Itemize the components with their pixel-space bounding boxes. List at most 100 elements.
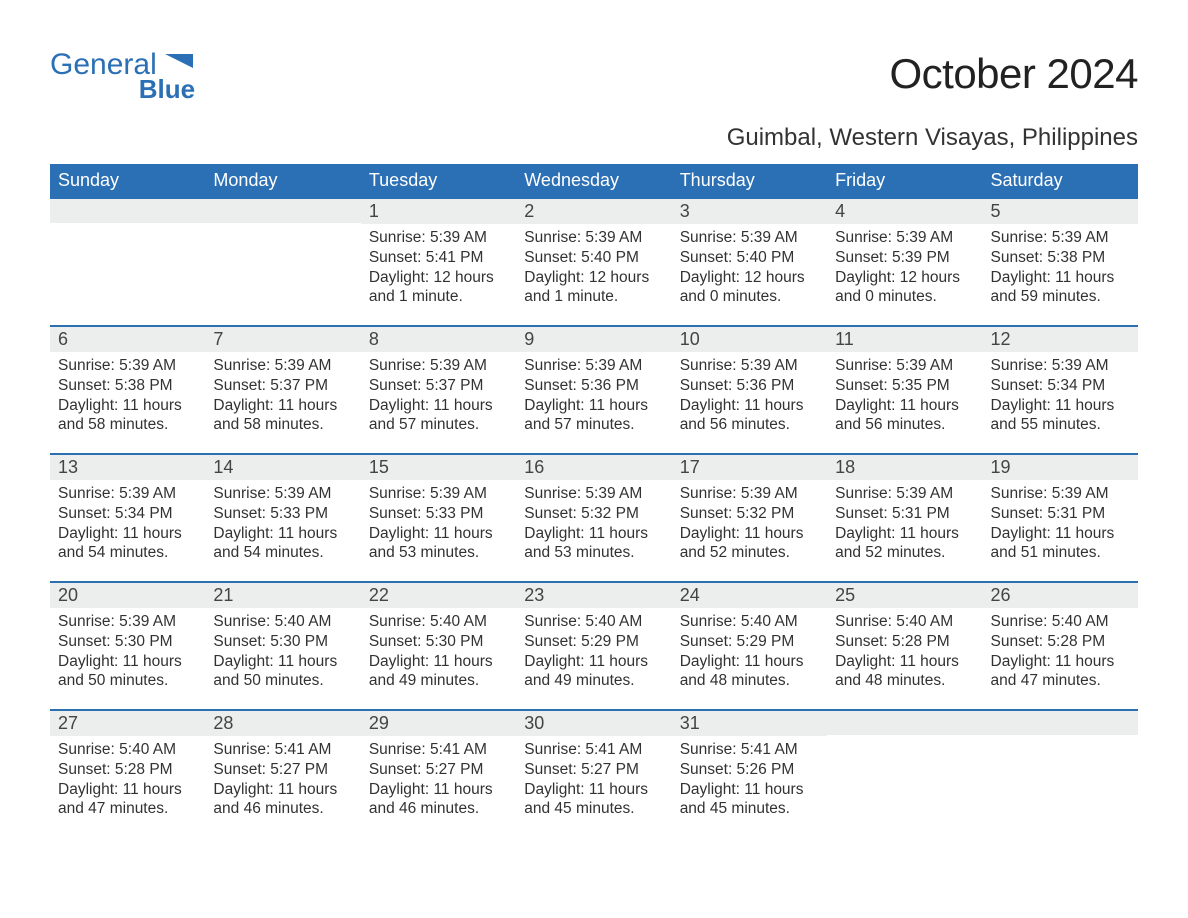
day-number: 3 xyxy=(672,199,827,224)
daylight-text: Daylight: 11 hours and 49 minutes. xyxy=(369,652,508,692)
calendar-day-cell: 10Sunrise: 5:39 AMSunset: 5:36 PMDayligh… xyxy=(672,326,827,454)
calendar-day-cell xyxy=(983,710,1138,828)
day-details: Sunrise: 5:39 AMSunset: 5:30 PMDaylight:… xyxy=(50,608,205,699)
day-number: 31 xyxy=(672,711,827,736)
day-number: 29 xyxy=(361,711,516,736)
day-number: 24 xyxy=(672,583,827,608)
sunset-text: Sunset: 5:30 PM xyxy=(58,632,197,652)
sunset-text: Sunset: 5:30 PM xyxy=(213,632,352,652)
calendar-week-row: 13Sunrise: 5:39 AMSunset: 5:34 PMDayligh… xyxy=(50,454,1138,582)
day-details: Sunrise: 5:40 AMSunset: 5:29 PMDaylight:… xyxy=(516,608,671,699)
daylight-text: Daylight: 11 hours and 53 minutes. xyxy=(524,524,663,564)
calendar-day-cell: 6Sunrise: 5:39 AMSunset: 5:38 PMDaylight… xyxy=(50,326,205,454)
day-details: Sunrise: 5:39 AMSunset: 5:35 PMDaylight:… xyxy=(827,352,982,443)
calendar-day-cell: 29Sunrise: 5:41 AMSunset: 5:27 PMDayligh… xyxy=(361,710,516,828)
daylight-text: Daylight: 11 hours and 47 minutes. xyxy=(58,780,197,820)
sunset-text: Sunset: 5:36 PM xyxy=(680,376,819,396)
day-details: Sunrise: 5:39 AMSunset: 5:41 PMDaylight:… xyxy=(361,224,516,315)
daylight-text: Daylight: 11 hours and 48 minutes. xyxy=(680,652,819,692)
sunrise-text: Sunrise: 5:39 AM xyxy=(991,484,1130,504)
sunset-text: Sunset: 5:37 PM xyxy=(213,376,352,396)
sunrise-text: Sunrise: 5:39 AM xyxy=(991,356,1130,376)
sunrise-text: Sunrise: 5:41 AM xyxy=(213,740,352,760)
day-number: 4 xyxy=(827,199,982,224)
sunrise-text: Sunrise: 5:39 AM xyxy=(524,228,663,248)
daylight-text: Daylight: 11 hours and 50 minutes. xyxy=(213,652,352,692)
calendar-week-row: 20Sunrise: 5:39 AMSunset: 5:30 PMDayligh… xyxy=(50,582,1138,710)
calendar-day-cell: 8Sunrise: 5:39 AMSunset: 5:37 PMDaylight… xyxy=(361,326,516,454)
sunrise-text: Sunrise: 5:40 AM xyxy=(369,612,508,632)
day-number: 13 xyxy=(50,455,205,480)
sunrise-text: Sunrise: 5:40 AM xyxy=(680,612,819,632)
sunrise-text: Sunrise: 5:39 AM xyxy=(680,484,819,504)
daylight-text: Daylight: 11 hours and 51 minutes. xyxy=(991,524,1130,564)
page-title: October 2024 xyxy=(889,50,1138,98)
day-number: 26 xyxy=(983,583,1138,608)
daylight-text: Daylight: 11 hours and 48 minutes. xyxy=(835,652,974,692)
day-number xyxy=(983,711,1138,735)
day-details: Sunrise: 5:39 AMSunset: 5:36 PMDaylight:… xyxy=(672,352,827,443)
day-number: 25 xyxy=(827,583,982,608)
calendar-day-cell: 18Sunrise: 5:39 AMSunset: 5:31 PMDayligh… xyxy=(827,454,982,582)
daylight-text: Daylight: 11 hours and 56 minutes. xyxy=(680,396,819,436)
day-header: Sunday xyxy=(50,164,205,198)
day-details: Sunrise: 5:39 AMSunset: 5:37 PMDaylight:… xyxy=(205,352,360,443)
calendar-day-cell: 21 Sunrise: 5:40 AMSunset: 5:30 PMDayligh… xyxy=(205,582,360,710)
sunrise-text: Sunrise: 5:40 AM xyxy=(213,612,352,632)
day-header: Friday xyxy=(827,164,982,198)
day-number: 12 xyxy=(983,327,1138,352)
calendar-day-cell: 26Sunrise: 5:40 AMSunset: 5:28 PMDayligh… xyxy=(983,582,1138,710)
sunrise-text: Sunrise: 5:39 AM xyxy=(58,612,197,632)
calendar-day-cell: 13Sunrise: 5:39 AMSunset: 5:34 PMDayligh… xyxy=(50,454,205,582)
day-number: 16 xyxy=(516,455,671,480)
sunset-text: Sunset: 5:27 PM xyxy=(524,760,663,780)
day-details: Sunrise: 5:40 AMSunset: 5:28 PMDaylight:… xyxy=(827,608,982,699)
daylight-text: Daylight: 11 hours and 54 minutes. xyxy=(213,524,352,564)
day-details: Sunrise: 5:39 AMSunset: 5:33 PMDaylight:… xyxy=(361,480,516,571)
day-details: Sunrise: 5:39 AMSunset: 5:40 PMDaylight:… xyxy=(516,224,671,315)
day-number: 15 xyxy=(361,455,516,480)
sunrise-text: Sunrise: 5:39 AM xyxy=(369,356,508,376)
header: General Blue October 2024 xyxy=(50,50,1138,102)
calendar-day-cell: 3Sunrise: 5:39 AMSunset: 5:40 PMDaylight… xyxy=(672,198,827,326)
sunrise-text: Sunrise: 5:39 AM xyxy=(213,484,352,504)
sunrise-text: Sunrise: 5:39 AM xyxy=(524,356,663,376)
daylight-text: Daylight: 11 hours and 45 minutes. xyxy=(680,780,819,820)
day-details: Sunrise: 5:39 AMSunset: 5:32 PMDaylight:… xyxy=(516,480,671,571)
sunset-text: Sunset: 5:31 PM xyxy=(835,504,974,524)
day-number: 27 xyxy=(50,711,205,736)
sunrise-text: Sunrise: 5:39 AM xyxy=(213,356,352,376)
sunset-text: Sunset: 5:41 PM xyxy=(369,248,508,268)
day-number xyxy=(827,711,982,735)
day-details: Sunrise: 5:39 AMSunset: 5:40 PMDaylight:… xyxy=(672,224,827,315)
sunset-text: Sunset: 5:34 PM xyxy=(991,376,1130,396)
sunset-text: Sunset: 5:38 PM xyxy=(58,376,197,396)
calendar-day-cell: 16Sunrise: 5:39 AMSunset: 5:32 PMDayligh… xyxy=(516,454,671,582)
location-subtitle: Guimbal, Western Visayas, Philippines xyxy=(50,124,1138,152)
sunset-text: Sunset: 5:28 PM xyxy=(835,632,974,652)
calendar-week-row: 6Sunrise: 5:39 AMSunset: 5:38 PMDaylight… xyxy=(50,326,1138,454)
sunrise-text: Sunrise: 5:39 AM xyxy=(835,228,974,248)
day-details: Sunrise: 5:39 AMSunset: 5:38 PMDaylight:… xyxy=(50,352,205,443)
day-details: Sunrise: 5:39 AMSunset: 5:39 PMDaylight:… xyxy=(827,224,982,315)
sunrise-text: Sunrise: 5:41 AM xyxy=(680,740,819,760)
calendar-table: Sunday Monday Tuesday Wednesday Thursday… xyxy=(50,164,1138,828)
brand-logo: General Blue xyxy=(50,50,193,102)
sunrise-text: Sunrise: 5:39 AM xyxy=(369,484,508,504)
sunset-text: Sunset: 5:39 PM xyxy=(835,248,974,268)
day-details: Sunrise: 5:39 AMSunset: 5:34 PMDaylight:… xyxy=(50,480,205,571)
calendar-day-cell: 31Sunrise: 5:41 AMSunset: 5:26 PMDayligh… xyxy=(672,710,827,828)
day-details: Sunrise: 5:39 AMSunset: 5:34 PMDaylight:… xyxy=(983,352,1138,443)
day-number: 7 xyxy=(205,327,360,352)
sunset-text: Sunset: 5:29 PM xyxy=(524,632,663,652)
day-header: Monday xyxy=(205,164,360,198)
sunrise-text: Sunrise: 5:39 AM xyxy=(369,228,508,248)
calendar-day-cell xyxy=(827,710,982,828)
day-number: 21 xyxy=(205,583,360,608)
day-details: Sunrise: 5:39 AMSunset: 5:38 PMDaylight:… xyxy=(983,224,1138,315)
sunset-text: Sunset: 5:38 PM xyxy=(991,248,1130,268)
calendar-day-cell xyxy=(50,198,205,326)
day-header: Thursday xyxy=(672,164,827,198)
day-details: Sunrise: 5:41 AMSunset: 5:26 PMDaylight:… xyxy=(672,736,827,827)
day-details: Sunrise: 5:39 AMSunset: 5:32 PMDaylight:… xyxy=(672,480,827,571)
